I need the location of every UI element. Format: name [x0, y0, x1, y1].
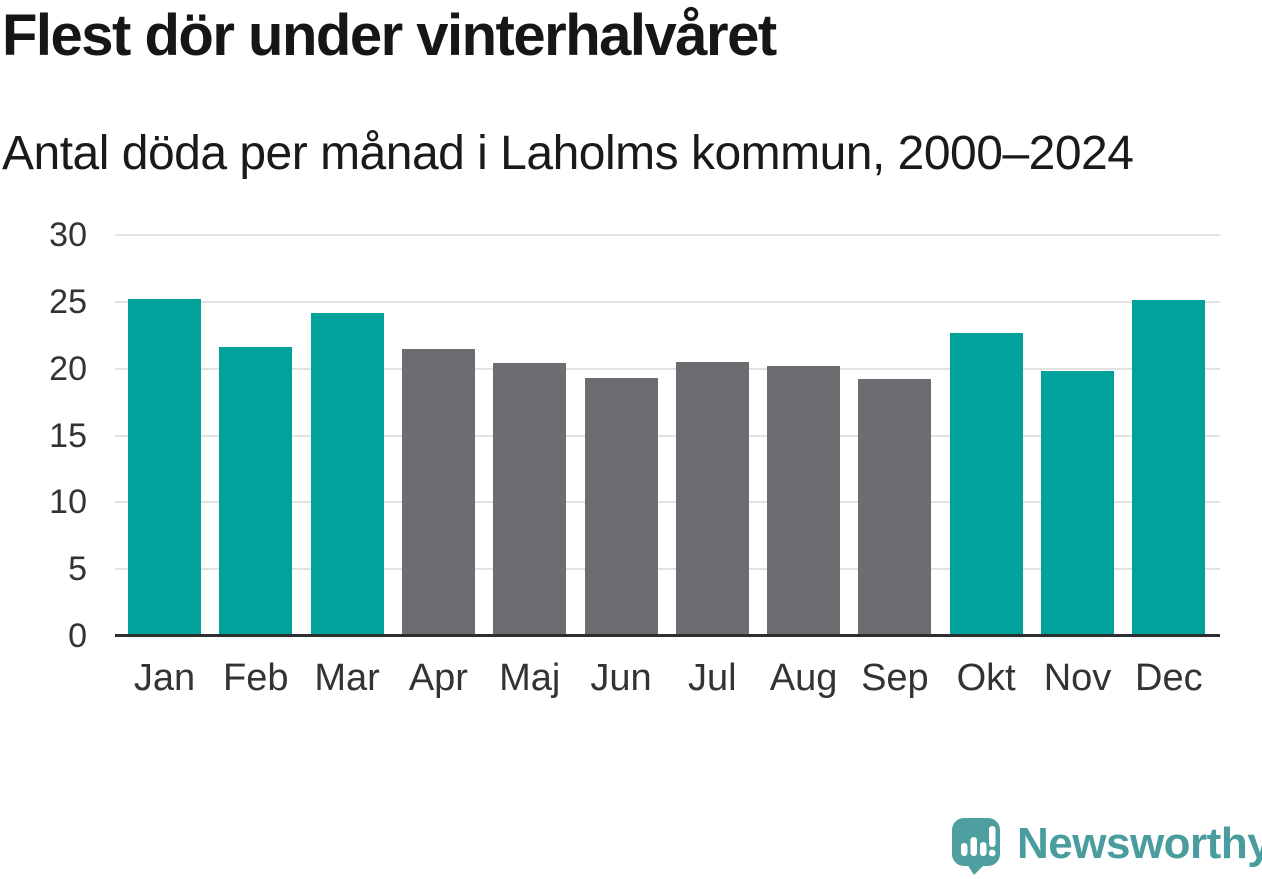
bar-sep — [858, 379, 932, 636]
y-tick-label-15: 15 — [49, 416, 87, 455]
bar-feb — [219, 347, 293, 636]
y-tick-label-25: 25 — [49, 282, 87, 321]
x-tick-label-feb: Feb — [223, 657, 289, 699]
x-tick-label-maj: Maj — [499, 657, 561, 699]
chart-subtitle: Antal döda per månad i Laholms kommun, 2… — [2, 127, 1134, 180]
gridline-20 — [115, 367, 1220, 370]
bar-jun — [584, 378, 658, 636]
bar-mar — [310, 312, 384, 636]
chart-title: Flest dör under vinterhalvåret — [2, 3, 777, 68]
bar-maj — [493, 363, 567, 636]
gridline-15 — [115, 434, 1220, 437]
bar-nov — [1041, 371, 1114, 636]
y-tick-label-0: 0 — [68, 617, 87, 655]
gridline-10 — [115, 501, 1220, 504]
x-tick-label-okt: Okt — [956, 657, 1016, 699]
x-tick-label-nov: Nov — [1043, 657, 1112, 699]
bar-aug — [767, 365, 841, 636]
gridline-30 — [115, 234, 1220, 236]
x-tick-label-jun: Jun — [590, 657, 652, 699]
x-tick-label-jan: Jan — [133, 657, 196, 699]
y-tick-label-5: 5 — [68, 550, 87, 589]
x-tick-label-apr: Apr — [408, 657, 468, 699]
newsworthy-logo-text: Newsworthy — [1017, 819, 1262, 868]
x-tick-label-mar: Mar — [314, 657, 380, 699]
x-tick-label-sep: Sep — [861, 657, 929, 699]
gridline-25 — [115, 300, 1220, 303]
x-tick-label-dec: Dec — [1135, 657, 1203, 699]
newsworthy-branding: Newsworthy — [951, 818, 1262, 875]
gridline-5 — [115, 568, 1220, 571]
y-tick-label-10: 10 — [49, 483, 87, 522]
x-tick-label-jul: Jul — [688, 657, 737, 699]
bar-dec — [1132, 300, 1206, 636]
y-tick-label-20: 20 — [49, 349, 87, 388]
y-tick-label-30: 30 — [49, 216, 87, 254]
x-axis-line — [115, 634, 1220, 637]
newsworthy-logo-icon — [952, 818, 1000, 875]
bar-apr — [401, 348, 475, 636]
x-tick-label-aug: Aug — [769, 657, 838, 699]
bar-jul — [675, 361, 749, 636]
bar-okt — [949, 332, 1023, 636]
bar-jan — [128, 299, 201, 636]
